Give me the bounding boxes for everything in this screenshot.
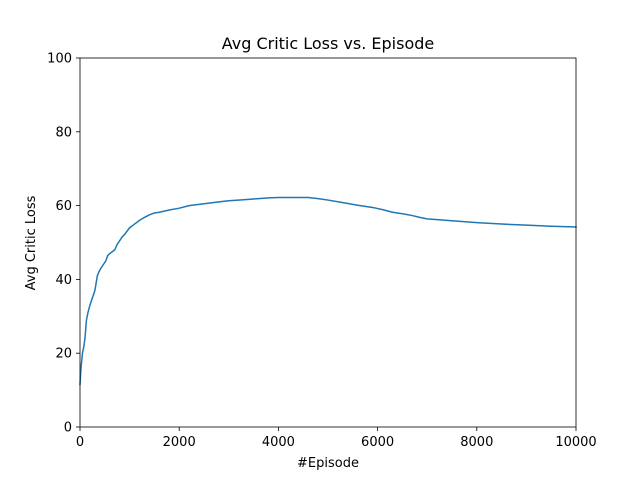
series-line-0 (79, 196, 577, 386)
chart-title: Avg Critic Loss vs. Episode (222, 34, 435, 53)
x-tick-label: 6000 (361, 435, 394, 450)
y-tick-label: 80 (55, 125, 72, 140)
plot-area (79, 57, 577, 428)
y-tick-label: 0 (64, 421, 72, 436)
x-axis-label: #Episode (297, 456, 359, 471)
y-axis-ticks: 0 20 40 60 80 100 (47, 52, 80, 436)
x-axis-ticks: 0 2000 4000 6000 8000 10000 (76, 427, 597, 450)
x-tick-label: 2000 (163, 435, 196, 450)
y-tick-label: 20 (55, 347, 72, 362)
x-tick-label: 8000 (460, 435, 493, 450)
y-tick-label: 60 (55, 199, 72, 214)
y-axis-label: Avg Critic Loss (24, 195, 39, 290)
x-tick-label: 4000 (262, 435, 295, 450)
y-tick-label: 100 (47, 52, 72, 67)
y-tick-label: 40 (55, 273, 72, 288)
axes-frame (79, 57, 577, 428)
x-tick-label: 10000 (555, 435, 596, 450)
x-tick-label: 0 (76, 435, 84, 450)
